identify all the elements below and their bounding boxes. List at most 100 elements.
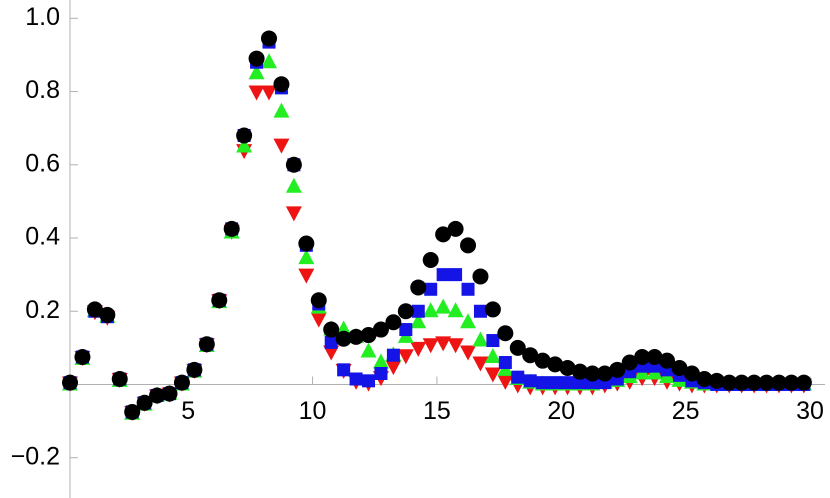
point	[349, 372, 363, 386]
point	[758, 374, 775, 391]
point	[397, 303, 414, 320]
point	[386, 348, 400, 362]
y-tick-label: 0.8	[25, 76, 60, 104]
point	[62, 374, 78, 391]
point	[173, 374, 190, 391]
point	[473, 304, 487, 318]
point	[708, 372, 725, 389]
point	[261, 85, 278, 101]
point	[310, 312, 327, 328]
point	[74, 349, 91, 366]
point	[298, 268, 315, 284]
point	[198, 336, 215, 353]
point	[186, 361, 203, 378]
point	[733, 374, 750, 391]
point	[548, 376, 562, 390]
point	[410, 279, 427, 296]
point	[310, 292, 327, 309]
point	[497, 325, 514, 342]
point	[646, 349, 663, 366]
x-tick-label: 30	[796, 397, 824, 425]
point	[447, 220, 464, 237]
point	[721, 374, 738, 391]
point	[248, 50, 265, 67]
point	[435, 226, 452, 243]
point	[248, 85, 265, 101]
point	[223, 220, 240, 237]
point	[498, 356, 512, 370]
y-tick-label: −0.2	[11, 442, 60, 470]
point	[783, 374, 800, 391]
point	[399, 323, 413, 337]
point	[561, 376, 575, 390]
x-tick-label: 10	[299, 397, 327, 425]
point	[273, 102, 290, 118]
point	[261, 53, 278, 69]
point	[337, 363, 351, 377]
point	[484, 367, 501, 383]
point	[460, 345, 477, 361]
point	[571, 363, 588, 380]
point	[149, 387, 166, 404]
point	[746, 374, 763, 391]
point	[298, 235, 315, 252]
point	[461, 282, 475, 296]
x-tick-label: 25	[672, 397, 700, 425]
point	[385, 314, 402, 331]
point	[111, 370, 128, 387]
point	[447, 302, 464, 318]
point	[236, 127, 253, 144]
point	[435, 298, 452, 314]
point	[410, 341, 427, 357]
point	[397, 349, 414, 365]
point	[211, 292, 228, 309]
point	[523, 374, 537, 388]
point	[659, 352, 676, 369]
point	[348, 328, 365, 345]
point	[621, 354, 638, 371]
point	[136, 394, 153, 411]
point	[547, 356, 564, 373]
point	[484, 301, 501, 318]
point	[460, 313, 477, 329]
point	[435, 336, 452, 352]
point	[323, 345, 340, 361]
point	[236, 137, 253, 153]
y-tick-label: 0.2	[25, 296, 60, 324]
point	[411, 304, 425, 318]
x-tick-label: 5	[181, 397, 195, 425]
point	[422, 338, 439, 354]
point	[509, 339, 526, 356]
point	[335, 330, 352, 347]
point	[536, 376, 550, 390]
point	[484, 348, 501, 364]
point	[261, 30, 278, 47]
point	[424, 282, 438, 296]
point	[323, 321, 340, 338]
point	[385, 360, 402, 376]
point	[472, 356, 489, 372]
point	[436, 268, 450, 282]
point	[497, 374, 514, 390]
point	[86, 301, 103, 318]
y-tick-label: 0.6	[25, 149, 60, 177]
point	[559, 360, 576, 377]
point	[374, 367, 388, 380]
point	[273, 138, 290, 154]
point	[522, 347, 539, 364]
point	[362, 374, 376, 388]
point	[584, 365, 601, 382]
point	[161, 385, 178, 402]
y-tick-label: 1.0	[25, 3, 60, 31]
point	[534, 352, 551, 369]
point	[324, 335, 338, 349]
point	[285, 206, 302, 222]
point	[671, 360, 688, 377]
point	[422, 251, 439, 268]
point	[372, 353, 389, 369]
point	[609, 361, 626, 378]
point	[770, 374, 787, 391]
y-tick-label: 0.4	[25, 223, 60, 251]
point	[273, 76, 290, 93]
